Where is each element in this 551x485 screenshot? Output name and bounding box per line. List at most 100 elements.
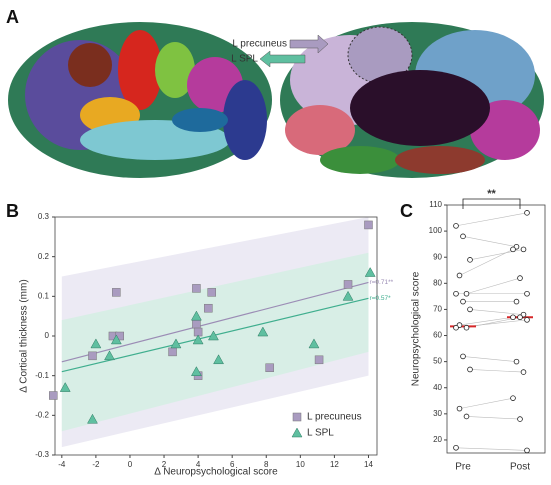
fit-annotation: r=0.71**	[369, 279, 393, 286]
point	[364, 220, 373, 230]
point	[517, 314, 523, 321]
x-tick-label: 12	[330, 460, 339, 469]
point	[463, 413, 470, 420]
pair-line	[462, 356, 517, 362]
y-tick-label: 0.2	[38, 252, 50, 261]
point	[110, 334, 122, 345]
x-tick-label: 8	[264, 460, 269, 469]
x-tick-label: Pre	[455, 462, 471, 473]
point	[265, 363, 274, 372]
pair-line	[469, 369, 524, 373]
brain-lateral	[8, 22, 272, 178]
point	[208, 330, 219, 341]
point	[524, 317, 530, 323]
point	[467, 306, 473, 313]
point	[453, 223, 459, 229]
pair-line	[469, 309, 524, 315]
pair-line	[455, 447, 528, 451]
point	[524, 447, 530, 454]
point	[456, 405, 463, 412]
point	[453, 290, 459, 297]
y-axis-label: Neuropsychological score	[411, 271, 422, 386]
pair-line	[469, 249, 524, 261]
y-tick-label: 30	[433, 409, 442, 418]
y-tick-label: 0	[45, 331, 50, 340]
point	[520, 369, 527, 375]
point	[207, 288, 216, 297]
y-tick-label: 40	[433, 383, 442, 392]
x-tick-label: 4	[196, 460, 201, 469]
x-tick-label: 10	[296, 460, 305, 469]
y-tick-label: 90	[433, 252, 442, 261]
plot-frame	[446, 204, 546, 454]
panel-label: A	[6, 7, 19, 27]
y-tick-label: 70	[433, 305, 442, 314]
point	[453, 324, 459, 331]
significance-bracket	[462, 198, 521, 209]
significance-label: **	[487, 188, 496, 200]
y-tick-label: 0.3	[38, 212, 50, 221]
y-tick-label: 60	[433, 331, 442, 340]
x-tick-label: 0	[128, 460, 133, 469]
point	[463, 324, 470, 331]
pair-line	[459, 249, 514, 276]
point	[364, 267, 376, 277]
point	[513, 358, 520, 365]
point	[204, 303, 213, 313]
point	[190, 310, 202, 321]
point	[460, 233, 466, 240]
pair-line	[466, 416, 521, 420]
confidence-band	[61, 252, 369, 432]
point	[517, 416, 523, 422]
point	[112, 288, 121, 297]
point	[524, 290, 530, 297]
pair-line	[459, 397, 514, 409]
point	[467, 257, 473, 263]
x-tick-label: 14	[364, 460, 373, 469]
point	[453, 444, 459, 451]
panel-label: C	[400, 201, 413, 221]
point	[513, 298, 520, 305]
x-tick-label: -4	[58, 460, 66, 469]
x-tick-label: 2	[162, 460, 167, 469]
point	[510, 314, 516, 321]
point	[59, 382, 71, 392]
y-tick-label: -0.3	[35, 450, 49, 459]
point	[520, 246, 527, 253]
y-tick-label: 50	[433, 357, 442, 366]
point	[192, 284, 201, 293]
point	[308, 338, 320, 349]
y-tick-label: -0.2	[35, 410, 49, 419]
point	[517, 275, 523, 281]
y-tick-label: 110	[429, 200, 442, 209]
point	[88, 351, 97, 361]
point	[257, 326, 269, 337]
brain-label: L precuneus	[232, 39, 287, 50]
point	[170, 338, 182, 349]
point	[342, 290, 354, 301]
x-tick-label: Post	[510, 462, 530, 473]
point	[460, 298, 466, 305]
y-axis-label: Δ Cortical thickness (mm)	[19, 279, 30, 392]
arrow	[289, 34, 329, 54]
y-tick-label: -0.1	[35, 371, 49, 380]
y-tick-label: 0.1	[38, 291, 50, 300]
arrow	[259, 50, 306, 68]
x-tick-label: 6	[230, 460, 235, 469]
point	[90, 338, 102, 349]
point	[49, 391, 58, 400]
legend-marker	[292, 412, 302, 422]
point	[314, 355, 324, 365]
brain-label: L SPL	[231, 54, 258, 65]
legend-marker	[291, 427, 303, 438]
legend-label: L SPL	[307, 428, 334, 439]
y-tick-label: 20	[433, 435, 442, 444]
point	[463, 290, 470, 297]
point	[87, 413, 98, 424]
panel-label: B	[6, 201, 19, 221]
pair-line	[466, 277, 521, 295]
point	[524, 210, 530, 216]
y-tick-label: 100	[429, 226, 443, 235]
point	[192, 319, 201, 329]
